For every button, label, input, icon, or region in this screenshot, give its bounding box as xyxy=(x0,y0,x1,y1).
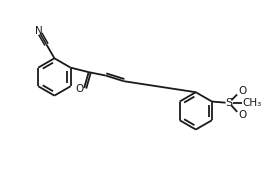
Text: N: N xyxy=(35,26,43,36)
Text: O: O xyxy=(76,84,84,94)
Text: O: O xyxy=(238,110,247,120)
Text: O: O xyxy=(238,86,247,96)
Text: S: S xyxy=(225,98,232,108)
Text: CH₃: CH₃ xyxy=(242,98,261,108)
